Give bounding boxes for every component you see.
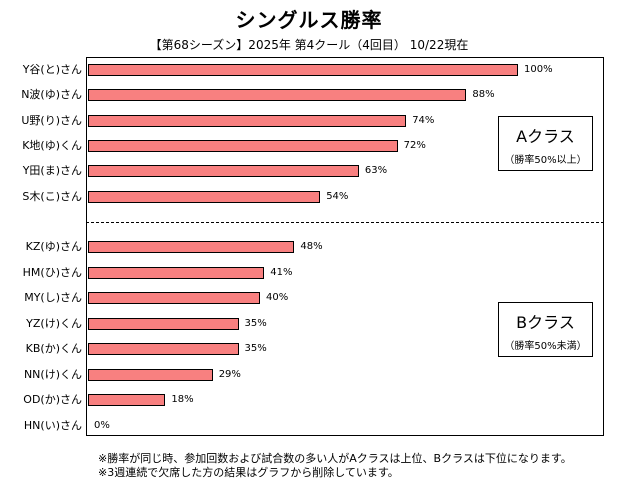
chart-subtitle: 【第68シーズン】2025年 第4クール（4回目） 10/22現在 [149, 38, 469, 52]
class-divider [86, 222, 604, 223]
value-label: 29% [218, 369, 241, 380]
category-label: HN(い)さん [23, 419, 82, 432]
category-label: NN(け)くん [23, 368, 82, 381]
bar [88, 241, 295, 253]
class-b-note: （勝率50%未満） [504, 341, 587, 352]
category-label: Y田(ま)さん [22, 164, 82, 177]
bar [88, 191, 321, 203]
value-label: 41% [270, 267, 293, 278]
category-label: KB(か)くん [25, 342, 82, 355]
chart-title: シングルス勝率 [235, 8, 383, 32]
value-label: 0% [94, 420, 110, 431]
value-label: 35% [244, 343, 267, 354]
value-label: 48% [300, 241, 323, 252]
category-label: S木(こ)さん [22, 190, 82, 203]
bar [88, 394, 166, 406]
category-label: K地(ゆ)くん [22, 139, 82, 152]
bar [88, 140, 398, 152]
category-label: KZ(ゆ)さん [25, 240, 82, 253]
bar [88, 64, 518, 76]
category-label: YZ(け)くん [26, 317, 82, 330]
bar [88, 267, 265, 279]
value-label: 74% [412, 115, 435, 126]
value-label: 100% [524, 64, 553, 75]
value-label: 63% [364, 165, 388, 176]
bar [88, 369, 213, 381]
value-label: 54% [326, 191, 349, 202]
bar [88, 343, 239, 355]
bar [88, 89, 467, 101]
category-label: OD(か)さん [23, 393, 82, 406]
category-label: HM(ひ)さん [22, 266, 82, 279]
class-a-name: Aクラス [516, 127, 575, 146]
bar [88, 115, 407, 127]
value-label: 40% [266, 292, 289, 303]
class-a-note: （勝率50%以上） [504, 155, 587, 166]
bar [88, 165, 359, 177]
category-label: U野(り)さん [21, 114, 82, 127]
category-label: N波(ゆ)さん [21, 88, 82, 101]
class-b-name: Bクラス [516, 313, 575, 332]
class-b-box: Bクラス （勝率50%未満） [498, 302, 593, 357]
category-label: Y谷(と)さん [22, 63, 82, 76]
value-label: 35% [244, 318, 267, 329]
value-label: 88% [472, 89, 495, 100]
bar [88, 292, 260, 304]
class-a-box: Aクラス （勝率50%以上） [498, 116, 593, 171]
bar [88, 318, 239, 330]
footnote-1: ※勝率が同じ時、参加回数および試合数の多い人がAクラスは上位、Bクラスは下位にな… [98, 452, 572, 465]
plot-area [86, 57, 604, 436]
category-label: MY(し)さん [24, 291, 82, 304]
footnote-2: ※3週連続で欠席した方の結果はグラフから削除しています。 [98, 466, 399, 479]
value-label: 18% [171, 394, 194, 405]
value-label: 72% [403, 140, 426, 151]
